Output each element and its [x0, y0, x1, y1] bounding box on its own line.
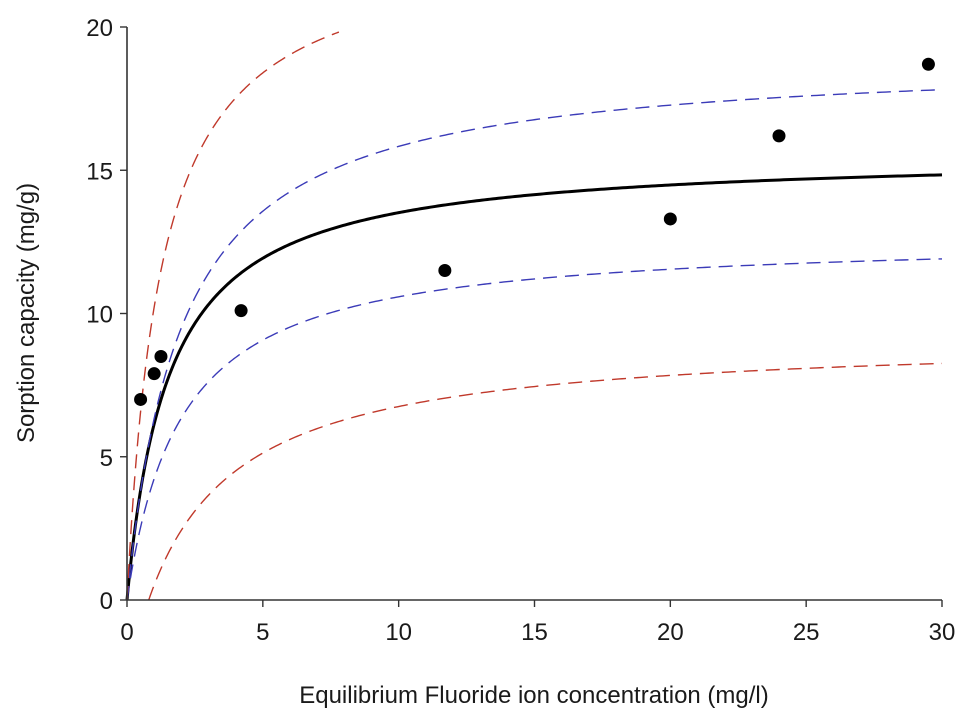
plot-area [125, 31, 943, 601]
x-tick-label: 20 [657, 619, 684, 646]
bound-curve [126, 258, 943, 601]
x-ticks: 0 5 10 15 20 25 30 [120, 600, 955, 646]
y-tick-label: 15 [86, 158, 113, 185]
y-tick-label: 0 [100, 588, 113, 615]
x-tick-label: 0 [120, 619, 133, 646]
x-tick-label: 30 [929, 619, 956, 646]
y-tick-label: 5 [100, 445, 113, 472]
x-tick-label: 15 [521, 619, 548, 646]
data-point [147, 367, 161, 381]
bound-curve [126, 88, 943, 601]
x-axis-title: Equilibrium Fluoride ion concentration (… [299, 682, 769, 709]
bound-curve [148, 362, 943, 601]
data-point [772, 129, 786, 143]
x-tick-label: 5 [256, 619, 269, 646]
data-point [234, 304, 248, 318]
x-tick-label: 25 [793, 619, 820, 646]
fit-curve [125, 173, 943, 601]
y-axis-title: Sorption capacity (mg/g) [13, 183, 40, 443]
x-tick-label: 10 [385, 619, 412, 646]
y-tick-label: 10 [86, 302, 113, 329]
y-tick-label: 20 [86, 15, 113, 42]
y-ticks: 0 5 10 15 20 [86, 15, 127, 615]
data-point [154, 349, 168, 363]
data-point [921, 57, 935, 71]
bound-curve [126, 31, 340, 601]
data-point [663, 212, 677, 226]
data-point [438, 264, 452, 278]
data-point [134, 392, 148, 406]
